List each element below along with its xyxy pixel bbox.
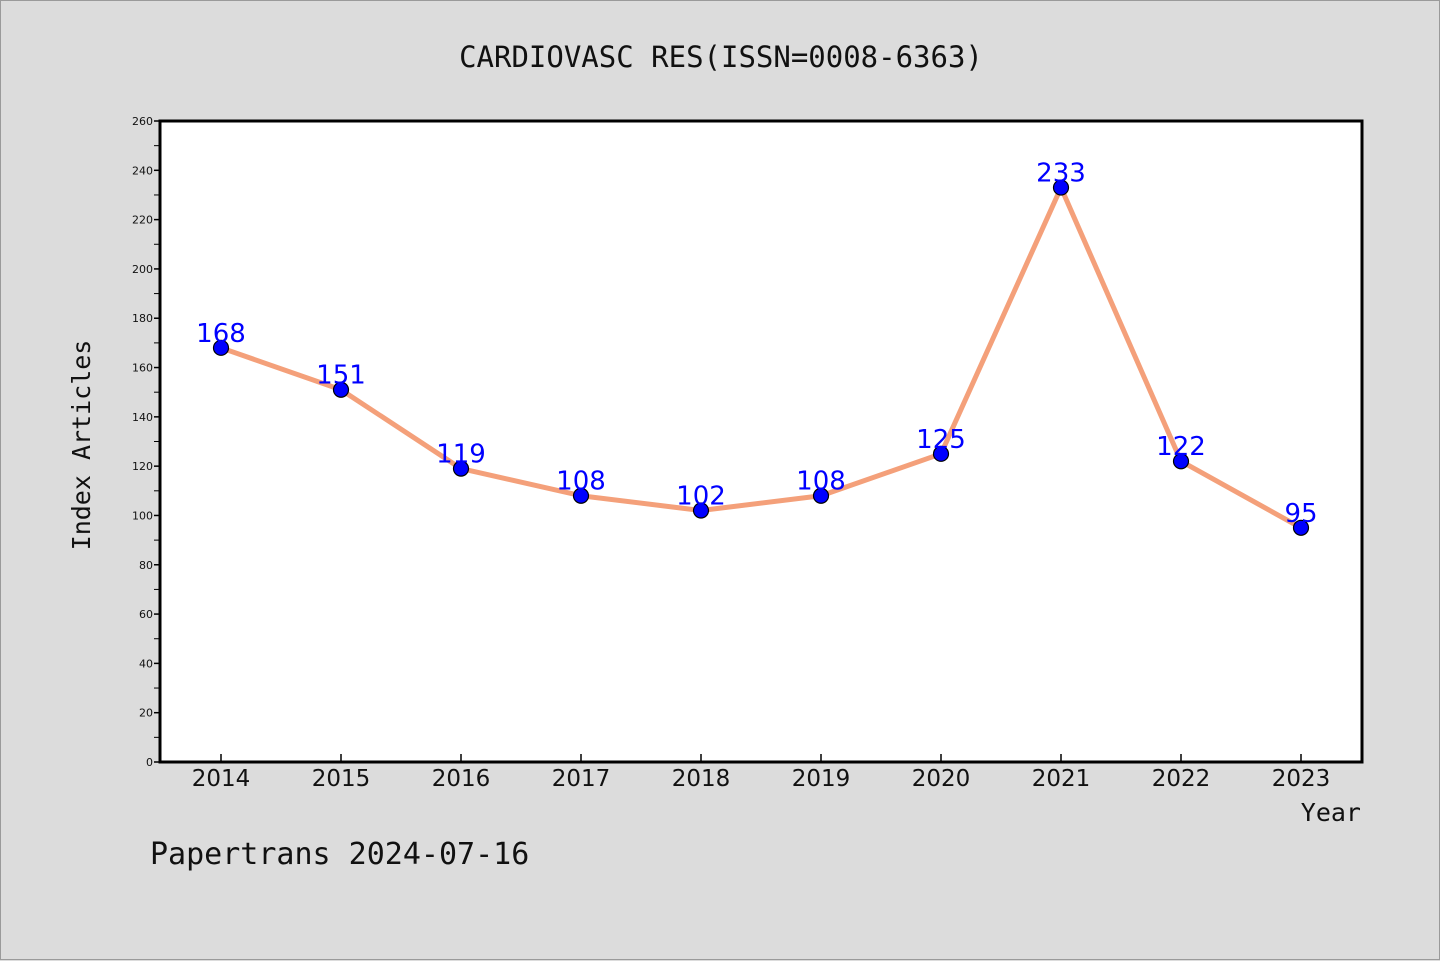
- y-tick-label: 260: [132, 115, 153, 128]
- data-label: 233: [1036, 159, 1086, 189]
- y-axis: 0 20 40 60 80 100 120 140 160 180 200 220 240 260: [132, 115, 160, 769]
- y-tick-label: 40: [139, 657, 153, 670]
- y-tick-label: 140: [132, 411, 153, 424]
- x-axis-label: Year: [1301, 798, 1361, 827]
- data-label: 102: [676, 482, 726, 512]
- data-label: 168: [196, 319, 246, 349]
- data-label: 151: [316, 361, 366, 391]
- y-axis-label: Index Articles: [67, 340, 96, 551]
- footer-credit: Papertrans 2024-07-16: [150, 837, 529, 872]
- data-label: 119: [436, 440, 486, 470]
- x-tick-label: 2015: [312, 766, 371, 792]
- data-label: 95: [1284, 499, 1317, 529]
- y-tick-label: 60: [139, 608, 153, 621]
- x-tick-label: 2017: [552, 766, 611, 792]
- data-point-marker: [1172, 453, 1190, 470]
- y-tick-label: 120: [132, 460, 153, 473]
- y-tick-label: 100: [132, 509, 153, 522]
- x-tick-label: 2020: [912, 766, 971, 792]
- data-label: 108: [556, 467, 606, 497]
- y-tick-label: 80: [139, 559, 153, 572]
- y-tick-label: 200: [132, 263, 153, 276]
- x-tick-label: 2016: [432, 766, 491, 792]
- y-tick-label: 240: [132, 164, 153, 177]
- x-axis: 2014 2015 2016 2017 2018 2019 2020 2021 2022 2023: [192, 754, 1331, 792]
- x-tick-label: 2023: [1272, 766, 1331, 792]
- data-label: 125: [916, 425, 966, 455]
- y-tick-label: 20: [139, 707, 153, 720]
- data-point-marker: [932, 445, 950, 462]
- data-point-marker: [572, 487, 590, 504]
- y-tick-label: 220: [132, 214, 153, 227]
- x-tick-label: 2019: [792, 766, 851, 792]
- data-point-marker: [212, 339, 230, 356]
- x-tick-label: 2021: [1032, 766, 1091, 792]
- y-tick-label: 180: [132, 312, 153, 325]
- x-tick-label: 2018: [672, 766, 731, 792]
- x-tick-label: 2014: [192, 766, 251, 792]
- data-point-marker: [812, 487, 830, 504]
- plot-area: [158, 119, 1364, 764]
- data-labels-group: 168 151 119 108 102 108 125 233 122 95: [196, 159, 1317, 529]
- y-tick-label: 160: [132, 362, 153, 375]
- series-line: [218, 185, 1304, 531]
- markers-group: [212, 179, 1310, 536]
- data-point-marker: [332, 381, 350, 398]
- data-point-marker: [1292, 519, 1310, 536]
- data-point-marker: [1052, 179, 1070, 196]
- series-group: [218, 185, 1304, 531]
- data-label: 122: [1156, 432, 1206, 462]
- chart-title: CARDIOVASC RES(ISSN=0008-6363): [459, 40, 983, 74]
- data-label: 108: [796, 467, 846, 497]
- data-point-marker: [692, 502, 710, 519]
- y-tick-label: 0: [146, 756, 153, 769]
- data-point-marker: [452, 460, 470, 477]
- x-tick-label: 2022: [1152, 766, 1211, 792]
